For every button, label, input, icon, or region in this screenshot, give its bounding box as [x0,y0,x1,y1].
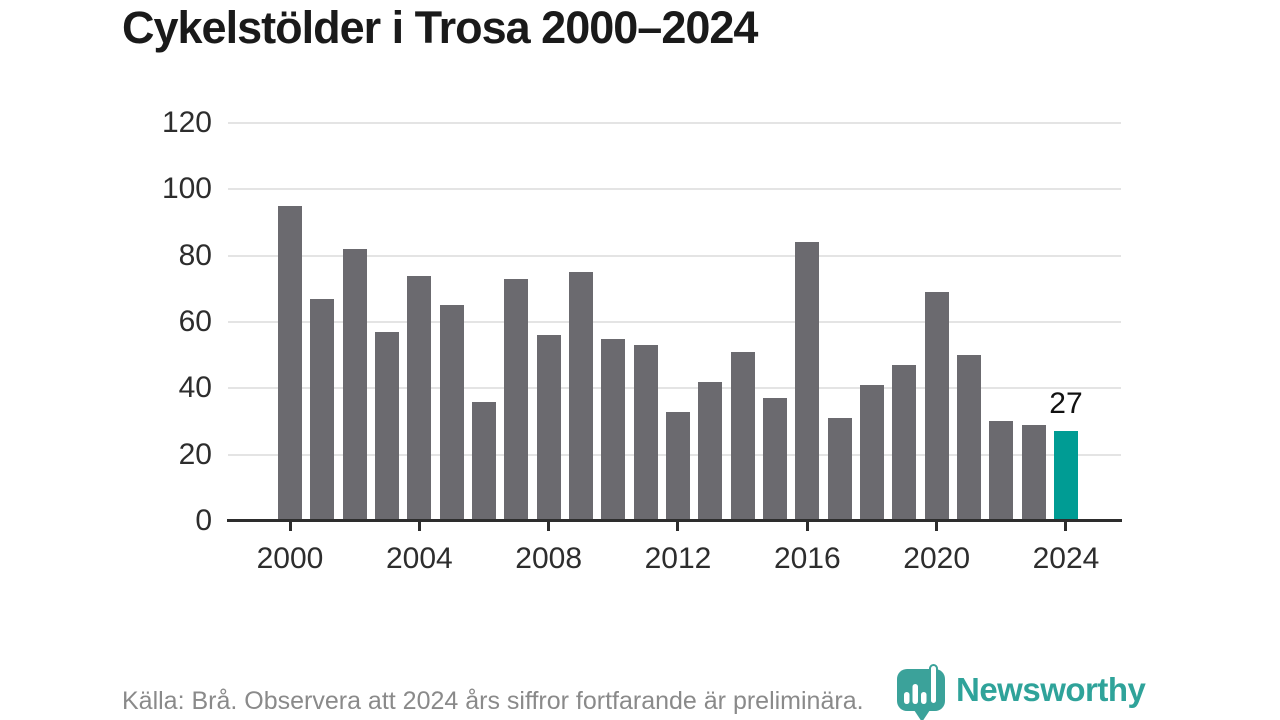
x-tick-2024 [1064,522,1068,531]
bar-2001 [310,299,335,521]
source-note: Källa: Brå. Observera att 2024 års siffr… [122,687,864,715]
bar-2017 [827,418,852,521]
bar-2000 [278,206,302,521]
bar-2013 [698,382,723,521]
bar-2010 [601,339,626,521]
bar-2018 [859,385,884,521]
bar-2015 [762,398,787,521]
bar-2003 [374,332,399,521]
bar-2022 [989,421,1014,521]
y-tick-label-60: 60 [178,305,212,338]
x-axis-line [227,519,1122,522]
bar-2006 [471,402,496,521]
x-tick-label-2000: 2000 [256,542,324,575]
newsworthy-pin-icon [897,664,945,720]
x-tick-2000 [288,522,292,531]
x-tick-2004 [417,522,421,531]
bar-2021 [956,355,981,521]
gridline-120 [228,122,1121,124]
bar-2016 [795,242,820,521]
bar-2009 [568,272,593,521]
x-tick-label-2016: 2016 [773,542,841,575]
y-tick-label-0: 0 [195,504,212,537]
bar-2024 [1053,431,1078,521]
gridline-80 [228,254,1121,257]
newsworthy-logo-text: Newsworthy [956,671,1146,708]
x-tick-2008 [547,522,551,531]
bar-2019 [892,365,917,521]
bar-2011 [633,345,658,521]
bar-2012 [665,412,690,521]
x-tick-label-2020: 2020 [903,542,971,575]
y-tick-label-40: 40 [178,371,212,405]
y-tick-label-80: 80 [178,238,212,272]
bar-2023 [1021,425,1046,521]
gridline-40 [228,387,1121,390]
y-tick-label-20: 20 [178,437,212,471]
x-tick-2016 [805,522,809,531]
gridline-60 [228,321,1121,323]
bar-2004 [407,276,432,521]
x-tick-label-2008: 2008 [515,542,583,575]
y-tick-label-100: 100 [161,172,212,206]
x-tick-label-2024: 2024 [1032,542,1100,575]
bar-2007 [504,279,529,521]
x-tick-2012 [676,522,680,531]
bar-2005 [439,305,464,521]
newsworthy-logo: Newsworthy [896,662,1146,720]
y-tick-label-120: 120 [161,106,212,139]
bar-2002 [342,249,367,521]
x-tick-2020 [935,522,939,531]
chart-title: Cykelstölder i Trosa 2000–2024 [122,2,758,53]
x-tick-label-2004: 2004 [385,542,453,575]
x-tick-label-2012: 2012 [644,542,712,575]
bar-2020 [924,292,949,521]
gridline-100 [228,188,1121,191]
highlight-value-label: 27 [1049,387,1083,420]
bar-2008 [536,335,561,521]
bar-2014 [730,352,755,521]
